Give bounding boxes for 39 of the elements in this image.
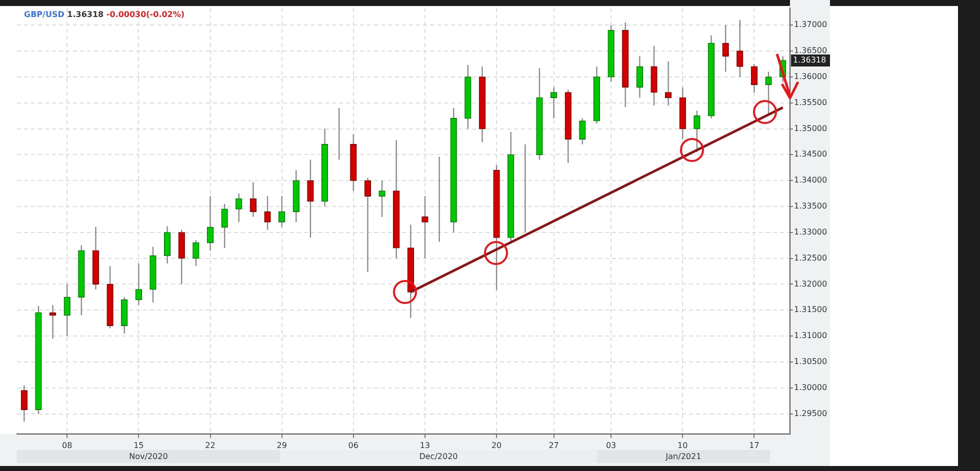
x-tick-label: 27 <box>548 440 559 450</box>
y-tick-label: 1.34000 <box>794 176 828 185</box>
x-tick-label: 10 <box>678 440 688 450</box>
x-tick-label: 20 <box>491 440 502 450</box>
y-tick-label: 1.36000 <box>794 72 828 82</box>
y-tick-label: 1.34500 <box>794 150 828 159</box>
y-tick-label: 1.32500 <box>794 253 828 262</box>
x-tick-label: 06 <box>348 440 358 450</box>
y-tick-label: 1.33000 <box>794 227 828 236</box>
annotation: -0.00030(-0.02%) <box>106 10 185 19</box>
text: Dec/2020 <box>280 450 597 463</box>
y-tick-label: 1.30500 <box>794 357 828 366</box>
x-tick-label: 22 <box>205 440 216 450</box>
y-tick-label: 1.31000 <box>794 331 828 340</box>
x-tick-label: 15 <box>134 440 144 450</box>
x-tick-label: 17 <box>749 440 760 450</box>
text: 1.36318 <box>793 56 826 65</box>
x-tick-label: 29 <box>276 440 287 450</box>
text: Jan/2021 <box>597 450 770 463</box>
chart-title: GBP/USD <box>24 10 64 19</box>
y-tick-label: 1.35000 <box>794 124 828 133</box>
y-tick-label: 1.31500 <box>794 305 828 314</box>
y-tick-label: 1.33500 <box>794 202 828 211</box>
annotation: 1.36318 <box>67 10 104 19</box>
candlestick <box>135 263 142 305</box>
y-tick-label: 1.32000 <box>794 279 828 288</box>
y-tick-label: 1.37000 <box>794 20 828 30</box>
x-tick-label: 13 <box>420 440 430 450</box>
x-tick-label: 03 <box>606 440 616 450</box>
y-tick-label: 1.36500 <box>794 46 828 56</box>
candlestick <box>49 304 56 339</box>
y-tick-label: 1.30000 <box>794 382 828 392</box>
candlestick <box>364 178 372 272</box>
x-tick-label: 08 <box>62 440 72 450</box>
y-tick-label: 1.29500 <box>794 408 828 418</box>
y-tick-label: 1.35500 <box>794 98 828 107</box>
candlestick <box>550 87 558 118</box>
candlestick <box>664 61 672 106</box>
text: Nov/2020 <box>17 450 280 463</box>
